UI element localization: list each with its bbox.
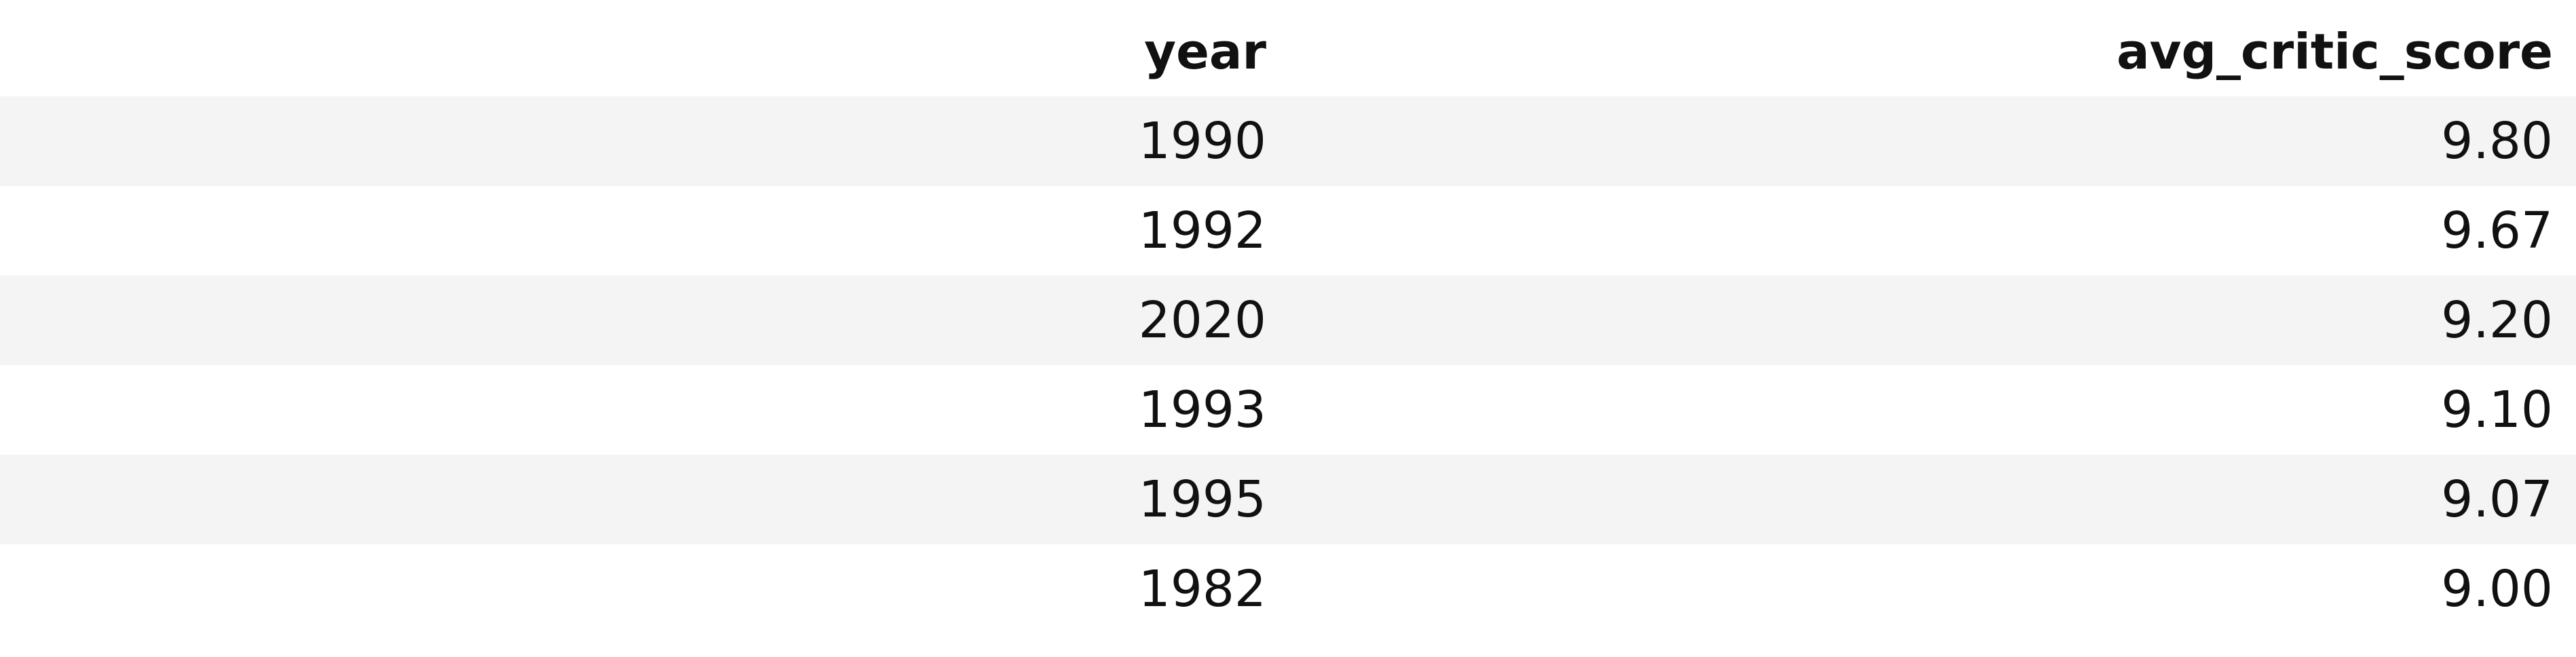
data-table: year avg_critic_score 1990 9.80 1992 9.6… [0,7,2576,634]
year-cell: 1982 [1138,560,1266,618]
avg-critic-score-cell: 9.80 [2441,112,2553,170]
avg-critic-score-cell: 9.67 [2441,202,2553,260]
table-row: 2020 9.20 [0,276,2576,365]
column-header-year: year [1144,23,1266,80]
table-row: 1993 9.10 [0,365,2576,455]
year-cell: 1993 [1138,381,1266,439]
table-header-row: year avg_critic_score [0,7,2576,96]
year-cell: 1990 [1138,112,1266,170]
column-header-avg-critic-score: avg_critic_score [2116,23,2553,80]
avg-critic-score-cell: 9.20 [2441,291,2553,350]
table-row: 1992 9.67 [0,186,2576,276]
avg-critic-score-cell: 9.10 [2441,381,2553,439]
table-row: 1982 9.00 [0,544,2576,634]
table-row: 1995 9.07 [0,455,2576,544]
year-cell: 1992 [1138,202,1266,260]
year-cell: 2020 [1138,291,1266,350]
year-cell: 1995 [1138,470,1266,529]
table-row: 1990 9.80 [0,96,2576,186]
avg-critic-score-cell: 9.00 [2441,560,2553,618]
avg-critic-score-cell: 9.07 [2441,470,2553,529]
